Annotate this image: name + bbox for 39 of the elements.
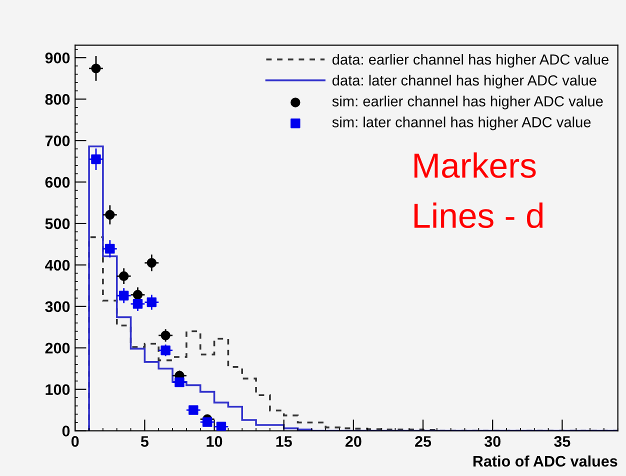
y-tick-label: 600 bbox=[45, 176, 70, 188]
point bbox=[160, 330, 170, 340]
y-tick-label: 700 bbox=[45, 135, 70, 146]
point bbox=[105, 244, 115, 254]
x-tick-label: 0 bbox=[71, 436, 79, 447]
y-tick-label: 200 bbox=[45, 342, 70, 354]
annotation: Lines - d bbox=[414, 202, 543, 228]
point bbox=[91, 64, 101, 74]
point bbox=[105, 210, 115, 220]
x-tick-label: 25 bbox=[415, 436, 432, 447]
point bbox=[174, 377, 184, 388]
point bbox=[160, 345, 170, 356]
point bbox=[118, 271, 129, 282]
point bbox=[202, 417, 212, 427]
point bbox=[132, 290, 143, 300]
point bbox=[91, 154, 101, 164]
y-tick-label: 800 bbox=[45, 94, 70, 105]
legend-label: sim: later channel has higher ADC value bbox=[332, 116, 591, 130]
y-tick-label: 100 bbox=[46, 384, 70, 396]
x-tick-label: 15 bbox=[276, 436, 292, 447]
y-tick-label: 0 bbox=[62, 426, 70, 436]
x-tick-label: 35 bbox=[554, 436, 570, 447]
x-tick-label: 10 bbox=[206, 436, 222, 447]
point bbox=[118, 290, 129, 300]
annotation: Markers bbox=[414, 152, 536, 178]
y-tick-label: 500 bbox=[45, 218, 70, 230]
legend-label: sim: earlier channel has higher ADC value bbox=[332, 96, 603, 110]
y-tick-label: 300 bbox=[45, 301, 70, 312]
legend-label: data: later channel has higher ADC value bbox=[332, 74, 596, 88]
x-axis-title: Ratio of ADC values bbox=[473, 455, 618, 467]
x-tick-label: 30 bbox=[484, 436, 500, 447]
point bbox=[216, 422, 226, 431]
legend-label: data: earlier channel has higher ADC value bbox=[332, 54, 608, 68]
x-tick-label: 5 bbox=[140, 436, 149, 447]
point bbox=[146, 258, 157, 268]
y-tick-label: 400 bbox=[45, 260, 70, 271]
point bbox=[188, 405, 198, 415]
x-tick-label: 20 bbox=[345, 436, 362, 447]
y-tick-label: 900 bbox=[45, 52, 70, 64]
